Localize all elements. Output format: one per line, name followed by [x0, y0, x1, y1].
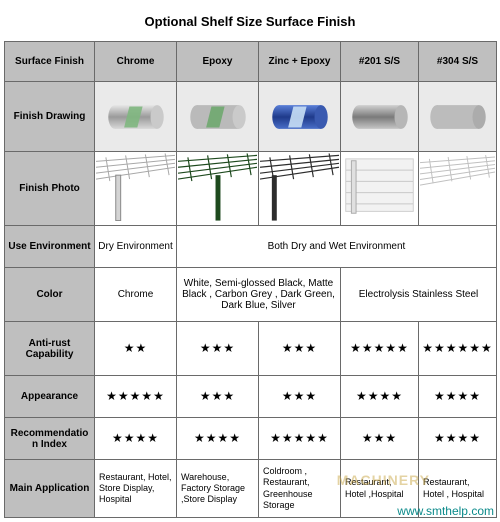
row-rec-index: Recommendation Index ★★★★ ★★★★ ★★★★★ ★★★…	[5, 418, 497, 460]
row-label-color: Color	[5, 268, 95, 322]
color-epoxy: White, Semi-glossed Black, Matte Black ,…	[177, 268, 341, 322]
col-epoxy: Epoxy	[177, 42, 259, 82]
app-chrome: ★★★★★	[95, 376, 177, 418]
rust-chrome: ★★	[95, 322, 177, 376]
row-appearance: Appearance ★★★★★ ★★★ ★★★ ★★★★ ★★★★	[5, 376, 497, 418]
rec-zinc: ★★★★★	[259, 418, 341, 460]
watermark-url: www.smthelp.com	[397, 504, 494, 518]
photo-chrome	[95, 152, 177, 226]
rec-chrome: ★★★★	[95, 418, 177, 460]
col-201ss: #201 S/S	[341, 42, 419, 82]
photo-zinc	[259, 152, 341, 226]
rec-201: ★★★	[341, 418, 419, 460]
color-chrome: Chrome	[95, 268, 177, 322]
app-201: ★★★★	[341, 376, 419, 418]
rec-304: ★★★★	[419, 418, 497, 460]
drawing-epoxy	[177, 82, 259, 152]
row-label-rec: Recommendation Index	[5, 418, 95, 460]
row-label-mainapp: Main Application	[5, 460, 95, 518]
row-label-use: Use Environment	[5, 226, 95, 268]
photo-201	[341, 152, 419, 226]
photo-304	[419, 152, 497, 226]
rust-201: ★★★★★	[341, 322, 419, 376]
color-ss: Electrolysis Stainless Steel	[341, 268, 497, 322]
col-304ss: #304 S/S	[419, 42, 497, 82]
row-anti-rust: Anti-rust Capability ★★ ★★★ ★★★ ★★★★★ ★★…	[5, 322, 497, 376]
photo-epoxy	[177, 152, 259, 226]
finish-table: Surface Finish Chrome Epoxy Zinc + Epoxy…	[4, 41, 497, 518]
app-zinc: ★★★	[259, 376, 341, 418]
row-use-env: Use Environment Dry Environment Both Dry…	[5, 226, 497, 268]
watermark-logo: MACHINERY	[337, 472, 430, 488]
page-title: Optional Shelf Size Surface Finish	[4, 4, 496, 41]
col-zinc-epoxy: Zinc + Epoxy	[259, 42, 341, 82]
row-label-photo: Finish Photo	[5, 152, 95, 226]
app-304: ★★★★	[419, 376, 497, 418]
use-chrome: Dry Environment	[95, 226, 177, 268]
mainapp-zinc: Coldroom , Restaurant, Greenhouse Storag…	[259, 460, 341, 518]
col-chrome: Chrome	[95, 42, 177, 82]
use-others: Both Dry and Wet Environment	[177, 226, 497, 268]
row-drawing: Finish Drawing	[5, 82, 497, 152]
row-photo: Finish Photo	[5, 152, 497, 226]
mainapp-chrome: Restaurant, Hotel, Store Display, Hospit…	[95, 460, 177, 518]
mainapp-epoxy: Warehouse, Factory Storage ,Store Displa…	[177, 460, 259, 518]
rec-epoxy: ★★★★	[177, 418, 259, 460]
drawing-zinc	[259, 82, 341, 152]
rust-zinc: ★★★	[259, 322, 341, 376]
header-row: Surface Finish Chrome Epoxy Zinc + Epoxy…	[5, 42, 497, 82]
drawing-304	[419, 82, 497, 152]
drawing-chrome	[95, 82, 177, 152]
drawing-201	[341, 82, 419, 152]
header-label: Surface Finish	[5, 42, 95, 82]
rust-epoxy: ★★★	[177, 322, 259, 376]
row-label-drawing: Finish Drawing	[5, 82, 95, 152]
row-label-rust: Anti-rust Capability	[5, 322, 95, 376]
app-epoxy: ★★★	[177, 376, 259, 418]
row-color: Color Chrome White, Semi-glossed Black, …	[5, 268, 497, 322]
rust-304: ★★★★★★	[419, 322, 497, 376]
row-label-appearance: Appearance	[5, 376, 95, 418]
